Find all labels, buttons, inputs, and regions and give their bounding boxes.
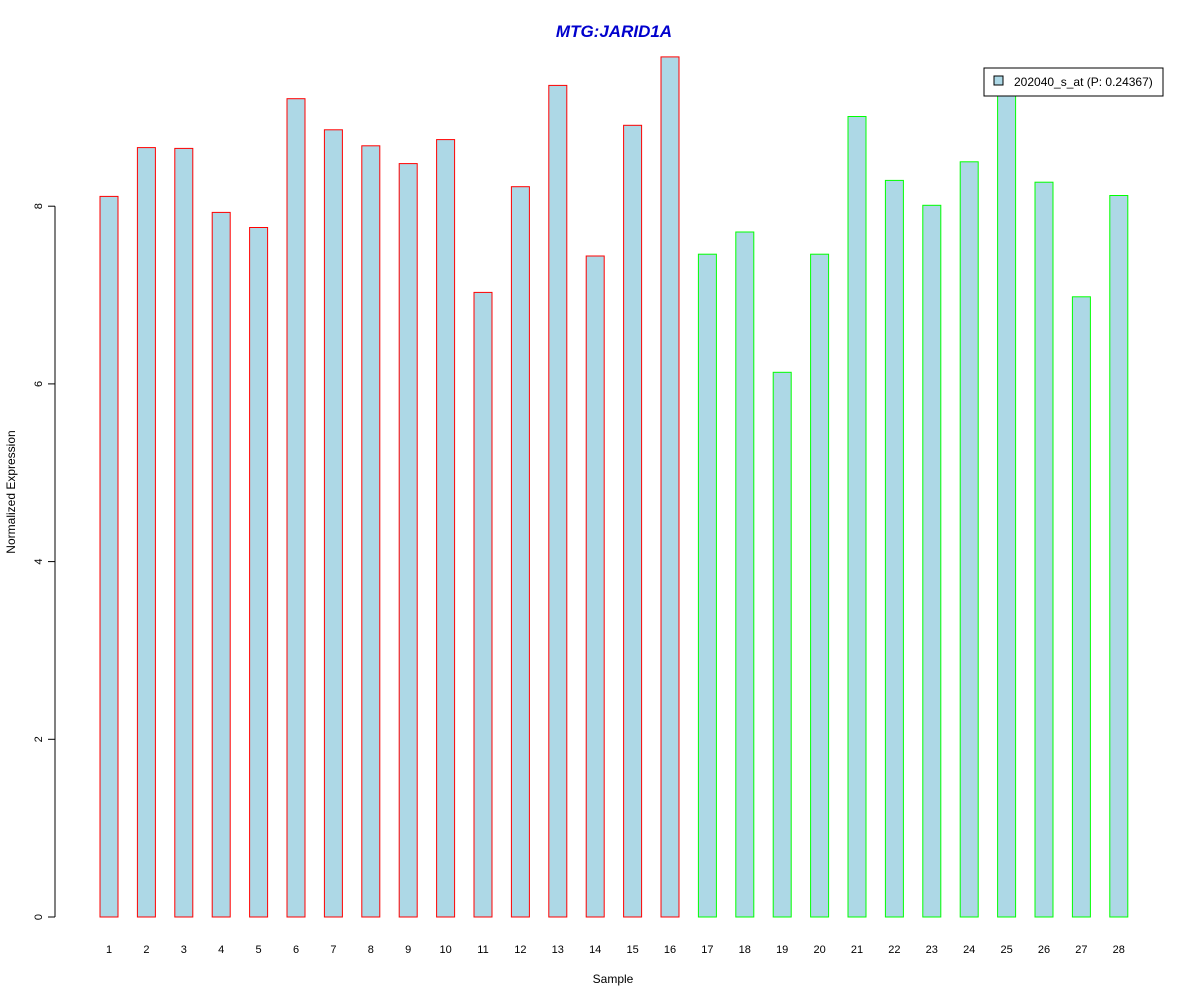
bar-sample-5 bbox=[249, 227, 269, 918]
x-tick-label: 15 bbox=[626, 944, 638, 956]
bar-sample-18 bbox=[735, 231, 755, 918]
bar-sample-23 bbox=[922, 204, 942, 918]
x-tick-label: 5 bbox=[256, 944, 262, 956]
bar-sample-7 bbox=[323, 129, 343, 918]
bar-sample-24 bbox=[959, 161, 979, 918]
x-tick-label: 17 bbox=[701, 944, 713, 956]
y-tick-label: 8 bbox=[33, 203, 45, 209]
y-axis-label: Normalized Expression bbox=[4, 430, 18, 553]
x-tick-label: 23 bbox=[926, 944, 938, 956]
bar-sample-19 bbox=[772, 371, 792, 918]
legend: 202040_s_at (P: 0.24367) bbox=[983, 67, 1164, 97]
x-tick-label: 2 bbox=[143, 944, 149, 956]
bar-sample-12 bbox=[510, 186, 530, 918]
y-tick-label: 0 bbox=[33, 914, 45, 920]
x-tick-labels: 1 2 3 4 5 6 7 8 9 10 11 12 13 14 15 16 17 18 19 20 21 22 23 24 2… bbox=[106, 944, 1125, 956]
x-tick-label: 8 bbox=[368, 944, 374, 956]
legend-label: 202040_s_at (P: 0.24367) bbox=[1014, 75, 1153, 89]
bar-sample-22 bbox=[884, 179, 904, 918]
bar-sample-16 bbox=[660, 56, 680, 918]
bar-sample-8 bbox=[361, 145, 381, 918]
bar-sample-9 bbox=[398, 163, 418, 918]
x-tick-label: 24 bbox=[963, 944, 975, 956]
legend-box bbox=[983, 67, 1164, 97]
y-tick-label: 4 bbox=[33, 559, 45, 565]
bar-sample-21 bbox=[847, 116, 867, 918]
bar-sample-2 bbox=[136, 147, 156, 918]
x-tick-label: 18 bbox=[739, 944, 751, 956]
x-tick-label: 28 bbox=[1113, 944, 1125, 956]
bar-sample-27 bbox=[1071, 296, 1091, 918]
x-tick-label: 13 bbox=[552, 944, 564, 956]
x-tick-label: 22 bbox=[888, 944, 900, 956]
x-tick-label: 7 bbox=[330, 944, 336, 956]
x-tick-label: 3 bbox=[181, 944, 187, 956]
x-tick-label: 19 bbox=[776, 944, 788, 956]
legend-swatch bbox=[993, 75, 1004, 86]
x-tick-label: 16 bbox=[664, 944, 676, 956]
bar-sample-26 bbox=[1034, 181, 1054, 918]
x-tick-label: 14 bbox=[589, 944, 601, 956]
x-tick-label: 9 bbox=[405, 944, 411, 956]
bar-sample-6 bbox=[286, 98, 306, 918]
bar-sample-1 bbox=[99, 195, 119, 918]
x-tick-label: 6 bbox=[293, 944, 299, 956]
x-tick-label: 25 bbox=[1000, 944, 1012, 956]
bar-sample-3 bbox=[174, 147, 194, 918]
x-tick-label: 27 bbox=[1075, 944, 1087, 956]
bar-sample-15 bbox=[623, 124, 643, 918]
y-tick-label: 6 bbox=[33, 381, 45, 387]
y-axis: 0 2 4 6 8 bbox=[33, 203, 56, 920]
bar-sample-13 bbox=[548, 84, 568, 918]
y-tick-label: 2 bbox=[33, 736, 45, 742]
x-tick-label: 12 bbox=[514, 944, 526, 956]
chart-title: MTG:JARID1A bbox=[556, 22, 672, 41]
x-tick-label: 4 bbox=[218, 944, 224, 956]
bar-sample-20 bbox=[810, 253, 830, 918]
x-tick-label: 21 bbox=[851, 944, 863, 956]
x-tick-label: 26 bbox=[1038, 944, 1050, 956]
x-axis-label: Sample bbox=[593, 972, 634, 986]
x-tick-label: 1 bbox=[106, 944, 112, 956]
bar-sample-28 bbox=[1109, 195, 1129, 918]
bar-sample-25 bbox=[997, 90, 1017, 918]
bar-sample-10 bbox=[436, 139, 456, 918]
bar-sample-4 bbox=[211, 211, 231, 918]
x-tick-label: 11 bbox=[477, 944, 488, 956]
x-tick-label: 20 bbox=[813, 944, 825, 956]
bar-sample-14 bbox=[585, 255, 605, 918]
bar-sample-17 bbox=[697, 253, 717, 918]
bars-group bbox=[99, 56, 1129, 918]
x-tick-label: 10 bbox=[439, 944, 451, 956]
bar-sample-11 bbox=[473, 291, 493, 918]
